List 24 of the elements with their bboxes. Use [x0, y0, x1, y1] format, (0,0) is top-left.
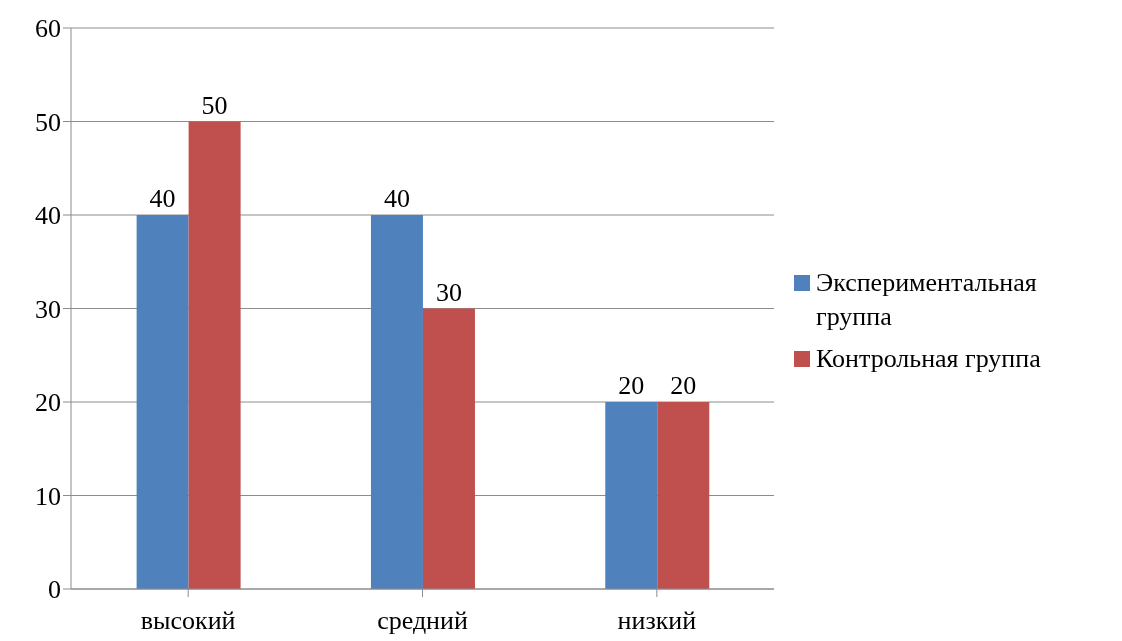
data-label: 40: [383, 184, 410, 213]
bar: [370, 215, 423, 589]
data-label: 40: [149, 184, 176, 213]
y-tick-label: 40: [35, 201, 61, 231]
bar: [605, 402, 658, 589]
y-tick-label: 50: [35, 107, 61, 137]
x-tick-label: высокий: [140, 606, 236, 636]
legend-label: Экспериментальная группа: [816, 266, 1038, 333]
y-tick-label: 30: [35, 294, 61, 324]
x-tick-label: низкий: [617, 606, 697, 636]
bar: [657, 402, 710, 589]
bar: [136, 215, 189, 589]
bar: [188, 121, 241, 589]
data-label: 30: [435, 277, 462, 307]
y-tick-label: 10: [35, 481, 61, 511]
y-tick-label: 0: [48, 575, 61, 605]
legend-label: Контрольная группа: [816, 342, 1041, 375]
y-tick-label: 60: [35, 14, 61, 44]
data-label: 50: [201, 90, 228, 120]
x-tick-label: средний: [377, 606, 468, 636]
bar: [422, 308, 475, 589]
data-label: 20: [670, 371, 697, 400]
y-tick-label: 20: [35, 388, 61, 418]
data-label: 20: [618, 371, 645, 400]
